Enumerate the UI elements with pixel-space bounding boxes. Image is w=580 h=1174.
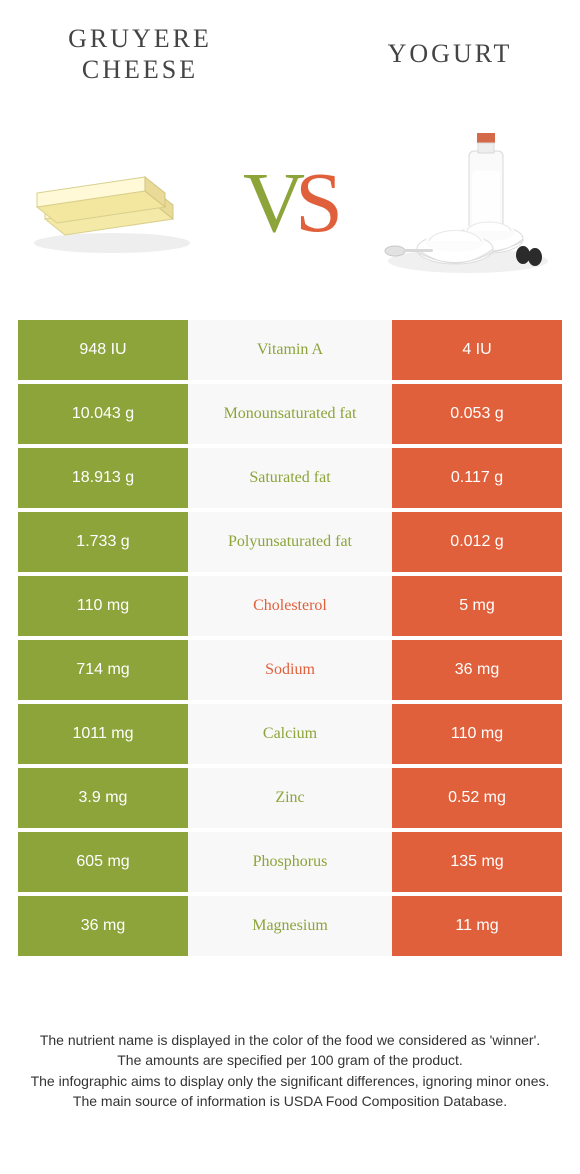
cell-right-value: 0.012 g [392,512,562,572]
hero-row: V S [0,100,580,320]
header: Gruyere cheese Yogurt [0,0,580,100]
cell-right-value: 36 mg [392,640,562,700]
vs-v: V [243,152,299,252]
cell-nutrient-name: Zinc [188,768,392,828]
cell-left-value: 36 mg [18,896,188,956]
cell-left-value: 948 IU [18,320,188,380]
footer-line: The amounts are specified per 100 gram o… [28,1050,552,1070]
cell-right-value: 11 mg [392,896,562,956]
cell-left-value: 1.733 g [18,512,188,572]
table-row: 1011 mgCalcium110 mg [18,704,562,764]
cell-left-value: 714 mg [18,640,188,700]
vs-s: S [295,152,337,252]
cell-nutrient-name: Cholesterol [188,576,392,636]
cell-right-value: 110 mg [392,704,562,764]
table-row: 714 mgSodium36 mg [18,640,562,700]
vs-label: V S [243,152,337,252]
cell-left-value: 605 mg [18,832,188,892]
table-row: 1.733 gPolyunsaturated fat0.012 g [18,512,562,572]
cell-nutrient-name: Monounsaturated fat [188,384,392,444]
cell-left-value: 10.043 g [18,384,188,444]
title-right: Yogurt [360,38,540,69]
cell-nutrient-name: Vitamin A [188,320,392,380]
yogurt-image [381,130,556,275]
cell-nutrient-name: Phosphorus [188,832,392,892]
footer-line: The main source of information is USDA F… [28,1091,552,1111]
footer-notes: The nutrient name is displayed in the co… [0,960,580,1111]
table-row: 948 IUVitamin A4 IU [18,320,562,380]
table-row: 605 mgPhosphorus135 mg [18,832,562,892]
footer-line: The infographic aims to display only the… [28,1071,552,1091]
table-row: 36 mgMagnesium11 mg [18,896,562,956]
cell-nutrient-name: Polyunsaturated fat [188,512,392,572]
cell-nutrient-name: Saturated fat [188,448,392,508]
cell-left-value: 18.913 g [18,448,188,508]
footer-line: The nutrient name is displayed in the co… [28,1030,552,1050]
cell-right-value: 135 mg [392,832,562,892]
table-row: 18.913 gSaturated fat0.117 g [18,448,562,508]
table-row: 110 mgCholesterol5 mg [18,576,562,636]
cell-left-value: 110 mg [18,576,188,636]
cell-right-value: 5 mg [392,576,562,636]
cell-right-value: 0.52 mg [392,768,562,828]
gruyere-cheese-image [24,130,199,275]
comparison-table: 948 IUVitamin A4 IU10.043 gMonounsaturat… [0,320,580,956]
table-row: 10.043 gMonounsaturated fat0.053 g [18,384,562,444]
cell-right-value: 0.053 g [392,384,562,444]
cell-nutrient-name: Magnesium [188,896,392,956]
cell-right-value: 4 IU [392,320,562,380]
cell-nutrient-name: Sodium [188,640,392,700]
cell-left-value: 3.9 mg [18,768,188,828]
table-row: 3.9 mgZinc0.52 mg [18,768,562,828]
cell-left-value: 1011 mg [18,704,188,764]
cheese-icon [27,147,197,257]
cell-right-value: 0.117 g [392,448,562,508]
title-left: Gruyere cheese [40,23,240,85]
cell-nutrient-name: Calcium [188,704,392,764]
yogurt-icon [383,127,553,277]
